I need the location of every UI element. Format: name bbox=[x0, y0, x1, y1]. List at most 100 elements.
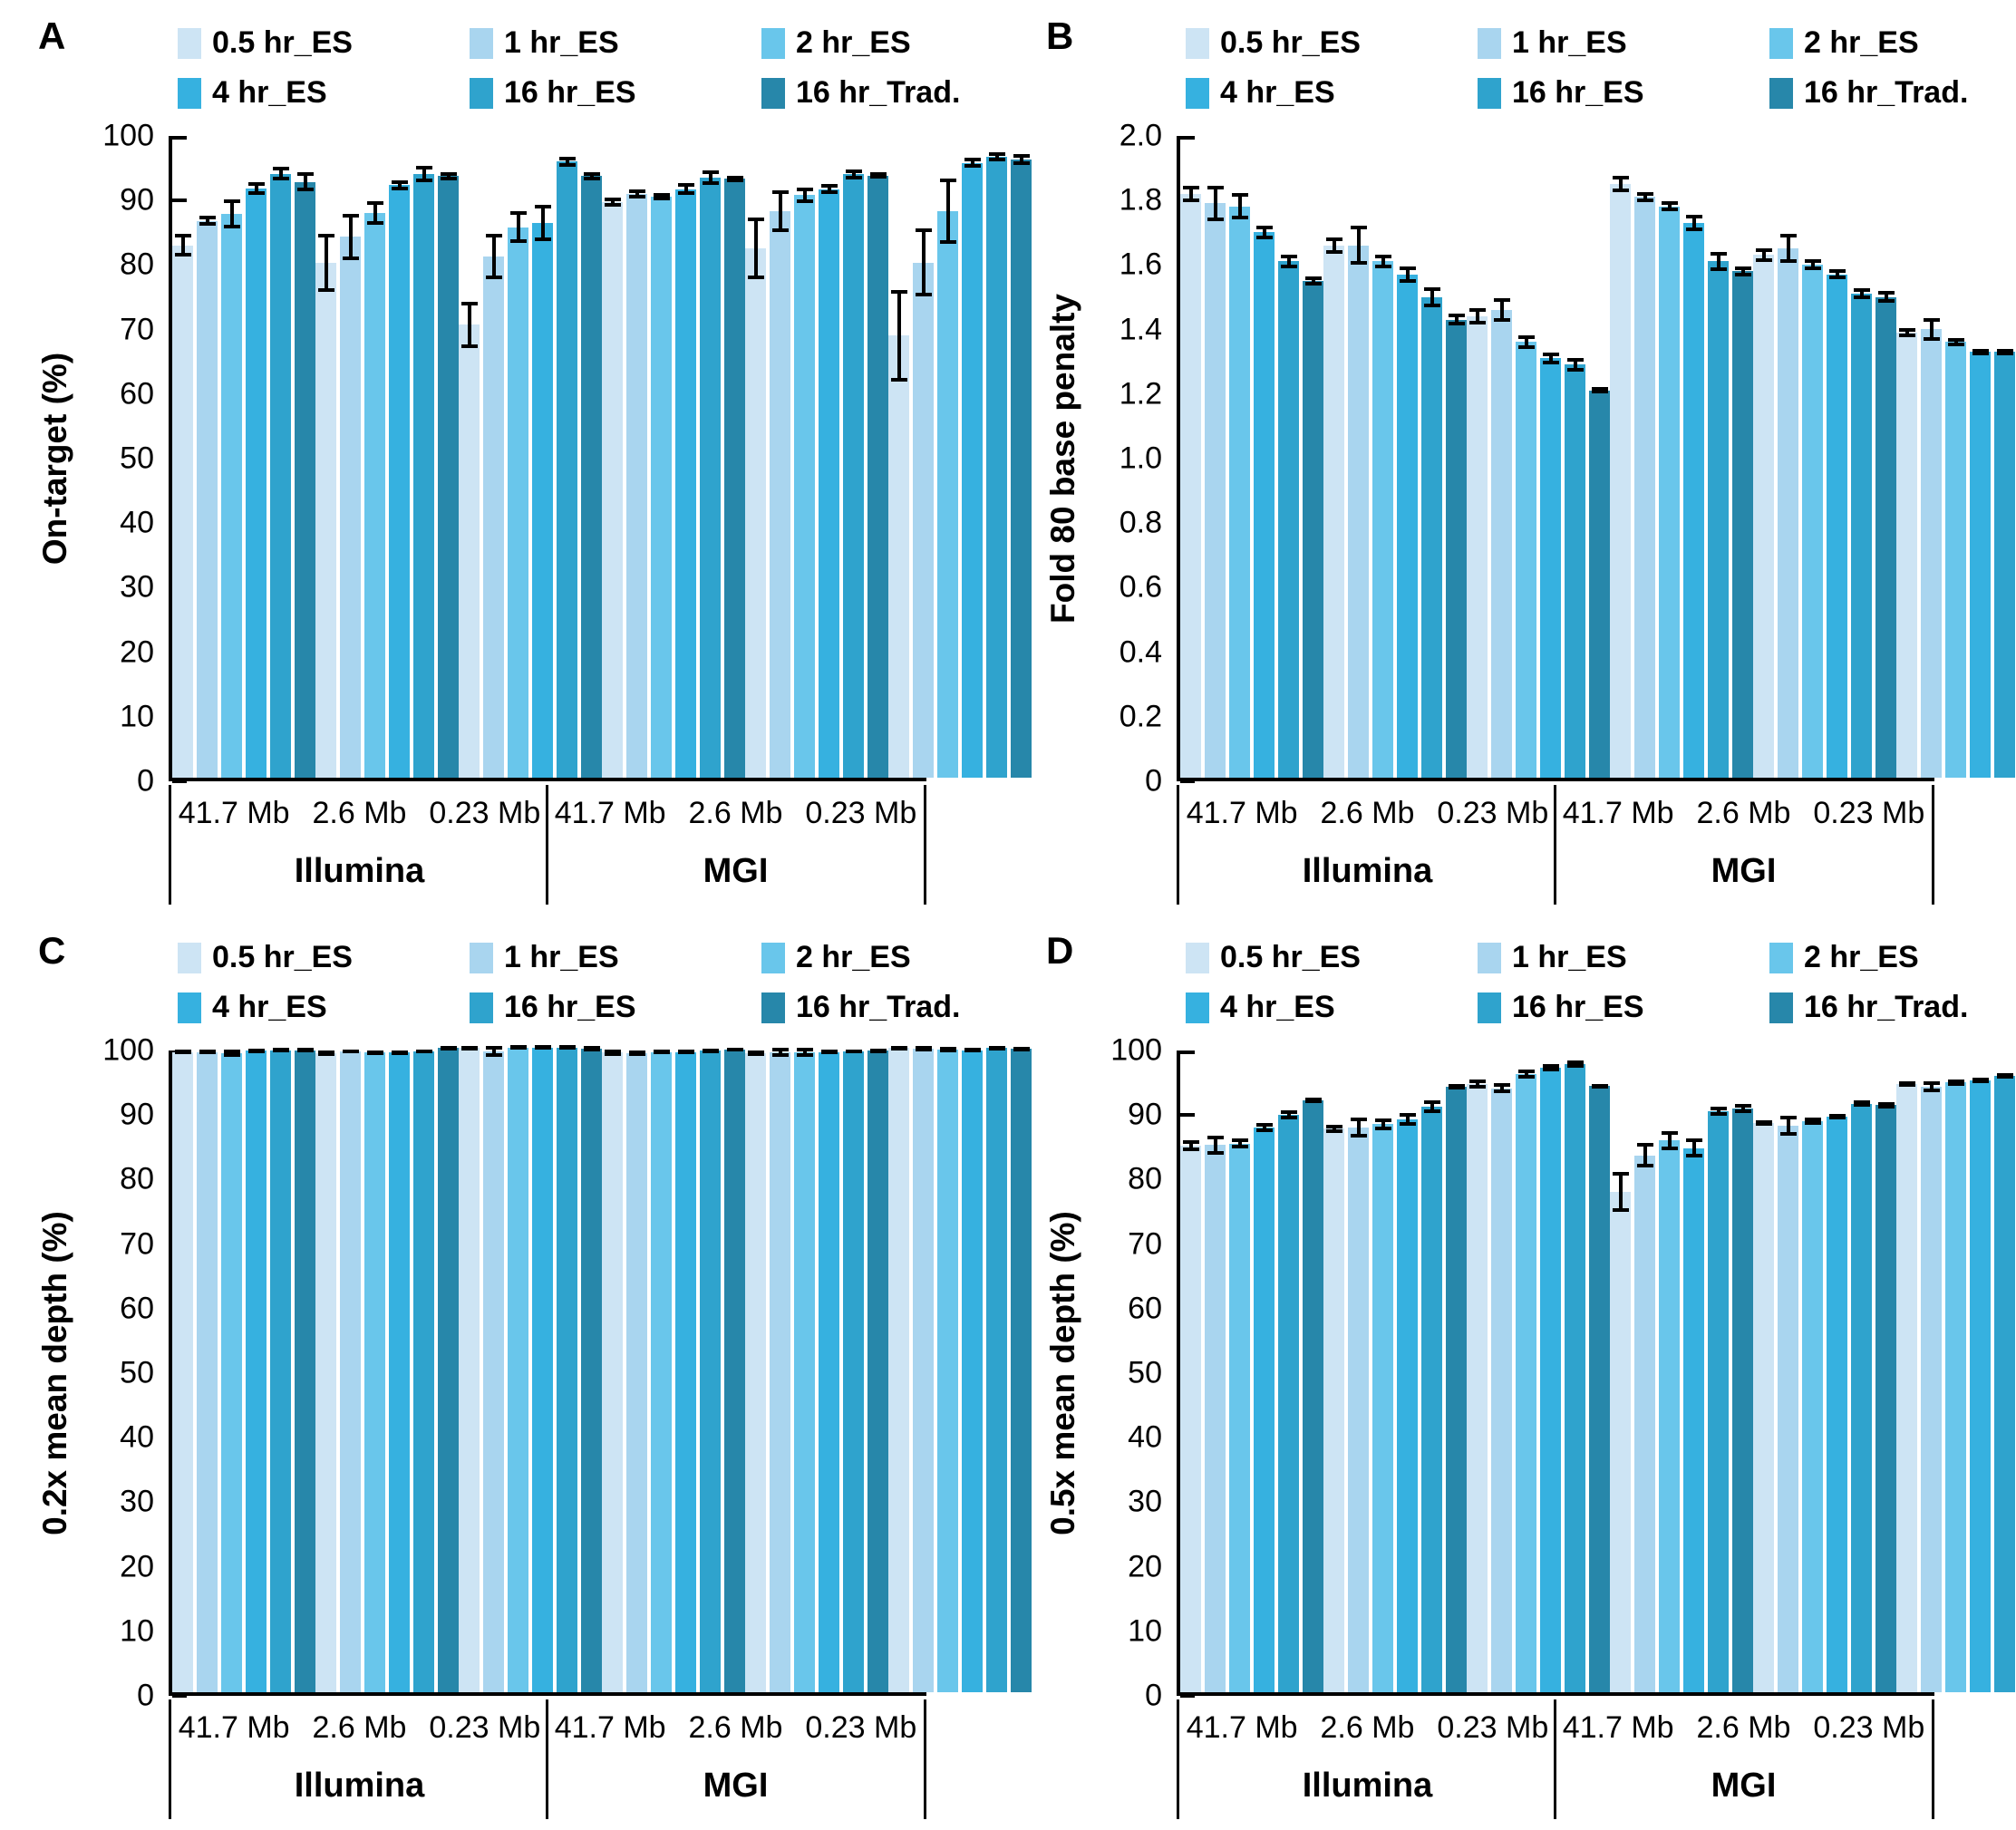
bar bbox=[389, 185, 410, 778]
error-bar-line bbox=[467, 303, 471, 346]
error-bar-bottom-cap bbox=[726, 178, 743, 182]
error-bar-bottom-cap bbox=[485, 1052, 502, 1057]
error-bar-bottom-cap bbox=[1755, 1122, 1772, 1127]
bar bbox=[315, 262, 336, 778]
bar-2-hr-es bbox=[1516, 136, 1536, 778]
y-tick-mark bbox=[172, 198, 187, 203]
error-bar-top-cap bbox=[1685, 214, 1702, 218]
error-bar-bottom-cap bbox=[1399, 278, 1416, 283]
bar-group bbox=[1753, 136, 1896, 778]
error-bar-line bbox=[1356, 228, 1361, 264]
error-bar-line bbox=[1262, 228, 1266, 237]
bar bbox=[438, 1048, 459, 1692]
bar bbox=[270, 1050, 291, 1692]
error-bar-line bbox=[205, 218, 209, 225]
bar bbox=[986, 157, 1007, 778]
error-bar-bottom-cap bbox=[1779, 259, 1797, 264]
bar bbox=[1659, 1140, 1680, 1692]
error-bar-top-cap bbox=[915, 228, 932, 233]
error-bar-bottom-cap bbox=[1828, 276, 1846, 280]
legend-item: 16 hr_ES bbox=[1478, 990, 1769, 1025]
error-bar-bottom-cap bbox=[1804, 1121, 1821, 1125]
bar bbox=[1421, 1107, 1442, 1692]
legend-label: 0.5 hr_ES bbox=[1220, 25, 1361, 60]
error-bar-top-cap bbox=[845, 169, 862, 173]
legend-label: 2 hr_ES bbox=[1804, 25, 1919, 60]
bar bbox=[1491, 309, 1512, 778]
bar bbox=[221, 213, 242, 778]
bar-16-hr-trad- bbox=[295, 136, 315, 778]
error-bar-bottom-cap bbox=[440, 176, 457, 180]
category-label: 0.23 Mb bbox=[1813, 795, 1925, 830]
error-bar-bottom-cap bbox=[890, 377, 907, 382]
y-tick-label: 90 bbox=[120, 1097, 154, 1132]
bar bbox=[888, 1048, 909, 1692]
platform-divider bbox=[546, 785, 548, 905]
bar bbox=[745, 248, 766, 778]
bar-0-5-hr-es bbox=[172, 1050, 193, 1692]
error-bar-bottom-cap bbox=[845, 175, 862, 179]
bar bbox=[1634, 1155, 1655, 1692]
bar bbox=[1945, 1082, 1966, 1692]
y-tick-label: 40 bbox=[1128, 1419, 1162, 1455]
error-bar-bottom-cap bbox=[1493, 1089, 1510, 1094]
error-bar-bottom-cap bbox=[1280, 264, 1297, 268]
y-tick-label: 20 bbox=[1128, 1549, 1162, 1584]
bar-16-hr-es bbox=[1994, 136, 2015, 778]
error-bar-bottom-cap bbox=[1255, 235, 1273, 239]
legend-item: 2 hr_ES bbox=[1769, 940, 2016, 975]
bar-16-hr-es bbox=[1565, 136, 1585, 778]
category-label: 2.6 Mb bbox=[688, 795, 783, 830]
error-bar-bottom-cap bbox=[317, 1051, 334, 1056]
category-label: 2.6 Mb bbox=[312, 795, 407, 830]
error-bar-bottom-cap bbox=[1661, 208, 1678, 212]
legend-label: 16 hr_ES bbox=[504, 75, 636, 110]
bar-groups bbox=[1180, 1051, 2015, 1692]
bar-4-hr-es bbox=[1540, 136, 1561, 778]
error-bar-top-cap bbox=[628, 189, 645, 193]
legend-item: 1 hr_ES bbox=[470, 940, 761, 975]
error-bar-bottom-cap bbox=[1280, 1115, 1297, 1119]
bar bbox=[557, 161, 577, 778]
error-bar-line bbox=[1786, 235, 1790, 262]
category-label: 41.7 Mb bbox=[178, 795, 290, 830]
bar bbox=[794, 195, 815, 778]
error-bar-line bbox=[1740, 1105, 1745, 1111]
bar-16-hr-es bbox=[843, 1049, 864, 1692]
error-bar-bottom-cap bbox=[702, 180, 719, 185]
bar-0-5-hr-es bbox=[459, 1046, 480, 1692]
bar-16-hr-es bbox=[557, 1045, 577, 1692]
legend-swatch bbox=[178, 77, 201, 109]
bar-1-hr-es bbox=[1634, 136, 1655, 778]
error-bar-bottom-cap bbox=[1566, 367, 1584, 372]
bar bbox=[1565, 1064, 1585, 1692]
legend-item: 4 hr_ES bbox=[1186, 990, 1478, 1025]
error-bar-line bbox=[1213, 187, 1217, 220]
bar-group bbox=[1323, 136, 1467, 778]
error-bar-top-cap bbox=[1755, 1119, 1772, 1124]
error-bar-bottom-cap bbox=[509, 239, 527, 244]
error-bar-bottom-cap bbox=[726, 1048, 743, 1052]
error-bar-top-cap bbox=[890, 289, 907, 294]
y-axis-ticks: 0 10 20 30 40 50 60 70 80 90 100 bbox=[1093, 1033, 1177, 1713]
error-bar-bottom-cap bbox=[1423, 1109, 1440, 1114]
error-bar-top-cap bbox=[1923, 317, 1940, 322]
y-tick-label: 0.4 bbox=[1119, 634, 1162, 670]
bar-2-hr-es bbox=[794, 136, 815, 778]
legend-label: 16 hr_Trad. bbox=[1804, 990, 1969, 1024]
error-bar-bottom-cap bbox=[342, 1050, 359, 1054]
error-bar-bottom-cap bbox=[317, 287, 334, 292]
error-bar-line bbox=[753, 219, 758, 278]
error-bar-top-cap bbox=[1804, 1117, 1821, 1121]
y-tick-label: 60 bbox=[120, 376, 154, 412]
error-bar-bottom-cap bbox=[391, 186, 408, 190]
error-bar-line bbox=[1643, 193, 1647, 200]
bar-0-5-hr-es bbox=[1610, 136, 1631, 778]
bar-16-hr-es bbox=[1851, 136, 1872, 778]
bar-4-hr-es bbox=[1827, 136, 1847, 778]
error-bar-bottom-cap bbox=[1996, 1074, 2013, 1079]
bar-2-hr-es bbox=[1229, 136, 1250, 778]
bar-16-hr-trad- bbox=[438, 1046, 459, 1692]
bar-1-hr-es bbox=[340, 136, 361, 778]
